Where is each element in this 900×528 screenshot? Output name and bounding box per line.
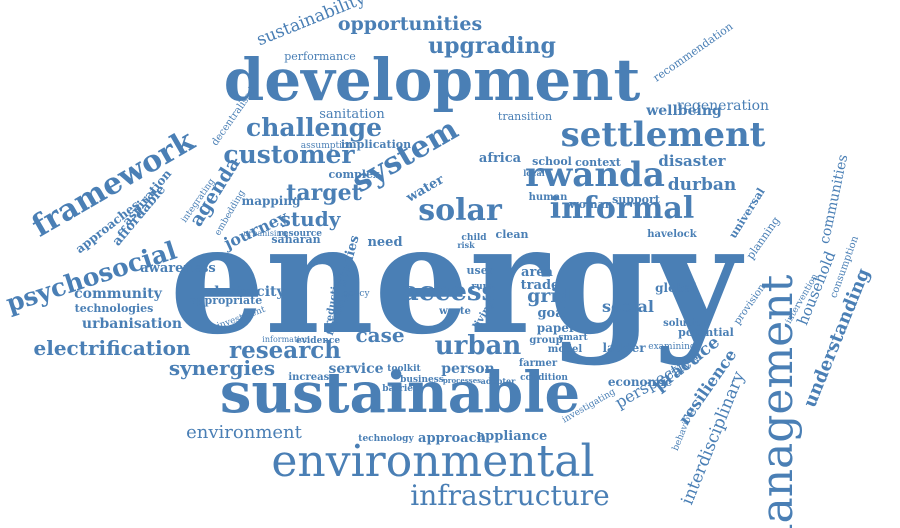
cloud-word-need: need bbox=[367, 235, 402, 250]
cloud-word-support: support bbox=[612, 193, 661, 206]
cloud-word-farmer: farmer bbox=[519, 358, 558, 369]
cloud-word-sanitation: sanitation bbox=[319, 107, 385, 122]
cloud-word-appropriate: appropriate bbox=[190, 294, 263, 307]
cloud-word-regeneration: regeneration bbox=[677, 98, 769, 114]
cloud-word-woman: woman bbox=[568, 198, 613, 211]
cloud-word-urbanisation: urbanisation bbox=[82, 316, 182, 332]
cloud-word-study: study bbox=[280, 207, 342, 231]
cloud-word-person: person bbox=[441, 361, 494, 377]
cloud-word-local: local bbox=[523, 168, 544, 178]
cloud-word-approach: approach bbox=[418, 431, 486, 446]
cloud-word-ladder: ladder bbox=[602, 341, 646, 355]
cloud-word-economic: economic bbox=[608, 375, 672, 389]
cloud-word-wellbeing: wellbeing bbox=[645, 103, 722, 119]
cloud-word-child: child bbox=[461, 233, 487, 243]
cloud-word-user: user bbox=[467, 264, 494, 277]
cloud-word-technologies: technologies bbox=[75, 302, 154, 315]
cloud-word-condition: condition bbox=[520, 373, 568, 383]
cloud-word-transition: transition bbox=[498, 110, 552, 123]
cloud-word-opportunities: opportunities bbox=[338, 13, 482, 35]
cloud-word-barrier: barrier bbox=[382, 384, 418, 394]
cloud-word-environmental: environmental bbox=[271, 436, 594, 487]
cloud-word-research: research bbox=[229, 337, 341, 364]
cloud-word-awareness: awareness bbox=[140, 261, 216, 276]
cloud-word-target: target bbox=[286, 180, 362, 206]
cloud-word-durban: durban bbox=[668, 175, 736, 195]
cloud-word-challenge: challenge bbox=[246, 113, 382, 142]
cloud-word-information: information bbox=[262, 335, 309, 344]
cloud-word-policy: policy bbox=[342, 289, 370, 299]
cloud-word-appliance: appliance bbox=[477, 429, 548, 444]
cloud-word-implication: implication bbox=[341, 138, 411, 151]
cloud-word-trade: trade bbox=[521, 278, 560, 293]
cloud-word-adopter: adopter bbox=[481, 376, 516, 386]
cloud-word-recommendation: recommendation bbox=[651, 20, 736, 85]
cloud-word-potential: potential bbox=[678, 326, 734, 339]
cloud-word-social: social bbox=[602, 297, 654, 316]
cloud-word-planning: planning bbox=[744, 214, 783, 262]
cloud-word-urban: urban bbox=[435, 331, 522, 361]
cloud-word-rural: rural bbox=[471, 282, 497, 292]
cloud-word-solar: solar bbox=[418, 193, 503, 228]
cloud-word-customer: customer bbox=[223, 140, 355, 169]
cloud-word-sustainable: sustainable bbox=[220, 360, 580, 426]
cloud-word-infrastructure: infrastructure bbox=[410, 479, 609, 512]
cloud-word-complex: complex bbox=[328, 168, 380, 181]
cloud-word-toolkit: toolkit bbox=[387, 364, 421, 374]
cloud-word-model: model bbox=[548, 344, 583, 355]
cloud-word-case: case bbox=[355, 323, 404, 347]
cloud-word-environment: environment bbox=[186, 422, 303, 443]
cloud-word-business: business bbox=[400, 375, 444, 385]
cloud-word-settlement: settlement bbox=[561, 115, 766, 155]
cloud-word-grid: grid bbox=[527, 285, 571, 307]
cloud-word-goal: goal bbox=[537, 306, 568, 321]
cloud-word-smart: smart bbox=[558, 333, 588, 343]
cloud-word-school: school bbox=[532, 155, 572, 168]
cloud-word-upgrading: upgrading bbox=[428, 33, 556, 59]
cloud-word-electricity: electricity bbox=[205, 284, 285, 300]
cloud-word-human: human bbox=[529, 192, 569, 203]
cloud-word-synergies: synergies bbox=[169, 356, 275, 380]
cloud-word-service: service bbox=[328, 361, 383, 377]
cloud-word-communities: communities bbox=[817, 153, 852, 245]
cloud-word-africa: africa bbox=[479, 151, 522, 166]
cloud-word-evidence: evidence bbox=[296, 336, 340, 346]
cloud-word-havelock: havelock bbox=[647, 229, 697, 240]
cloud-word-examining: examining bbox=[648, 342, 696, 352]
cloud-word-informal: informal bbox=[550, 191, 695, 226]
cloud-word-electrification: electrification bbox=[34, 336, 191, 360]
cloud-word-paper: paper bbox=[537, 321, 576, 335]
cloud-word-resource: resource bbox=[278, 229, 322, 239]
cloud-word-risk: risk bbox=[457, 240, 475, 250]
cloud-word-development: development bbox=[224, 46, 641, 114]
cloud-word-increase: increase bbox=[288, 372, 335, 383]
cloud-word-clean: clean bbox=[496, 228, 529, 241]
cloud-word-group: group bbox=[529, 335, 562, 346]
cloud-word-area: area bbox=[521, 265, 554, 280]
cloud-word-rwanda: rwanda bbox=[525, 155, 665, 195]
cloud-word-access: access bbox=[402, 277, 496, 307]
cloud-word-processes: processes bbox=[443, 376, 481, 385]
cloud-word-context: context bbox=[575, 156, 622, 169]
cloud-word-disaster: disaster bbox=[658, 152, 726, 170]
cloud-word-mapping: mapping bbox=[242, 194, 302, 208]
cloud-word-solution: solution bbox=[663, 318, 709, 329]
cloud-word-technology: technology bbox=[358, 434, 414, 444]
cloud-word-management: management bbox=[752, 274, 803, 528]
cloud-word-saharan: saharan bbox=[271, 233, 320, 246]
cloud-word-community: community bbox=[74, 286, 163, 302]
cloud-word-urbanising: urbanising bbox=[243, 229, 287, 238]
cloud-word-assumption: assumption bbox=[301, 141, 354, 151]
cloud-word-performance: performance bbox=[284, 50, 356, 63]
cloud-word-waste: waste bbox=[438, 306, 471, 317]
cloud-word-energy: energy bbox=[170, 192, 745, 368]
cloud-word-global: global bbox=[655, 281, 697, 295]
